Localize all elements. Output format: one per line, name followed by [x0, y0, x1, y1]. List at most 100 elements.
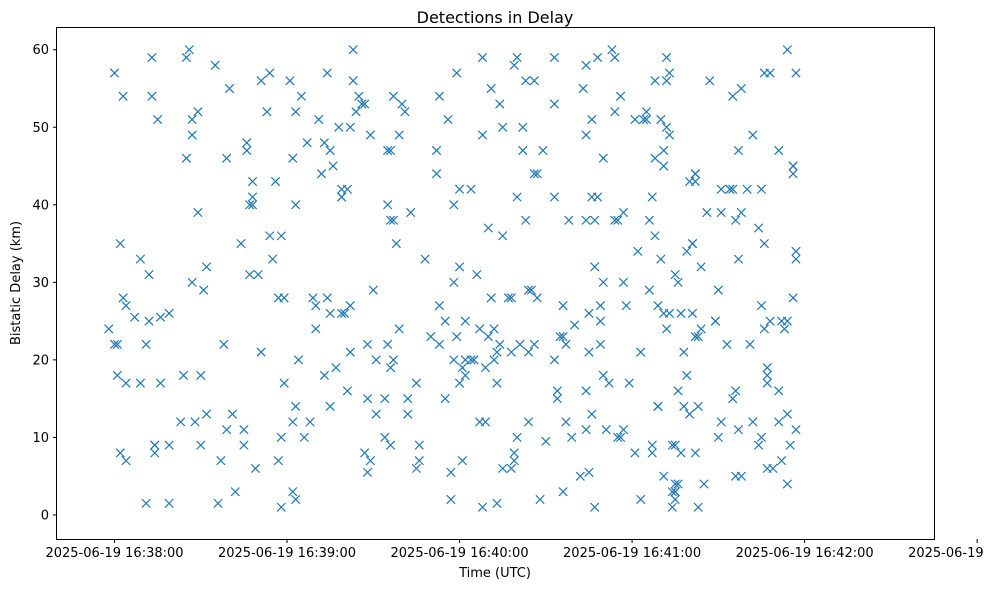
data-point [411, 378, 422, 388]
data-point [388, 91, 399, 101]
data-point [288, 487, 298, 497]
data-point [337, 308, 347, 318]
data-point [595, 300, 606, 311]
data-point [569, 320, 580, 330]
data-point [288, 153, 298, 163]
data-point [176, 417, 186, 427]
data-point [788, 293, 798, 303]
data-point [299, 432, 309, 443]
data-point [483, 331, 493, 342]
data-point [587, 114, 597, 125]
data-point [339, 308, 350, 318]
data-point [676, 308, 686, 318]
data-point [673, 277, 683, 287]
data-point [670, 269, 680, 280]
data-point [753, 223, 764, 233]
data-point [322, 293, 332, 303]
data-point [581, 425, 591, 435]
data-point [147, 52, 157, 63]
data-point [555, 331, 565, 342]
data-point [641, 107, 652, 117]
data-point [748, 130, 758, 140]
data-point [509, 456, 519, 466]
data-point [529, 169, 539, 179]
data-point [449, 200, 459, 210]
data-point [618, 425, 629, 435]
data-point [489, 355, 499, 365]
data-point [621, 300, 631, 311]
data-point [782, 45, 792, 55]
data-point [776, 456, 787, 466]
data-point [618, 277, 629, 287]
data-point [135, 378, 146, 388]
data-point [679, 347, 689, 357]
data-point [362, 394, 373, 404]
data-point [679, 401, 689, 412]
data-point [664, 130, 675, 140]
data-point [613, 432, 623, 443]
data-point [164, 498, 174, 508]
data-point [247, 192, 258, 202]
y-axis: 0 10 20 30 40 50 60 [32, 43, 57, 523]
data-point [247, 200, 258, 210]
data-point [661, 52, 672, 63]
data-point [492, 498, 502, 508]
data-point [121, 378, 131, 388]
data-point [788, 161, 798, 171]
data-point [371, 409, 381, 419]
data-point [656, 254, 666, 264]
data-point [385, 215, 396, 225]
x-tick-label: 2025-06-19 16:41:00 [563, 546, 701, 561]
x-tick-label: 2025-06-19 16:42:00 [736, 546, 874, 561]
data-point [515, 339, 525, 349]
x-tick-label: 2025-06-19 16:43:00 [908, 546, 986, 561]
data-point [118, 293, 128, 303]
data-point [414, 456, 424, 466]
data-point [667, 502, 677, 512]
data-point [653, 300, 663, 311]
data-point [385, 440, 396, 450]
data-point [360, 99, 370, 109]
data-point [150, 448, 160, 458]
data-point [615, 91, 626, 101]
data-point [380, 432, 390, 443]
data-point [549, 355, 560, 365]
data-point [610, 52, 620, 63]
data-point [644, 215, 654, 225]
data-point [385, 145, 396, 156]
data-point [670, 479, 680, 489]
data-point [431, 145, 442, 156]
data-point [667, 487, 677, 497]
data-point [256, 76, 266, 86]
data-point [270, 176, 281, 187]
data-point [762, 370, 772, 381]
data-point [121, 456, 131, 466]
data-point [722, 339, 732, 349]
data-point [728, 184, 738, 194]
data-point [276, 502, 286, 512]
data-point [178, 370, 189, 381]
data-point [469, 355, 479, 365]
data-point [305, 417, 315, 427]
data-point [636, 347, 646, 357]
data-point [705, 76, 715, 86]
data-point [268, 254, 278, 264]
data-point [385, 363, 396, 373]
data-point [713, 432, 723, 443]
data-point [791, 425, 801, 435]
data-point [506, 463, 516, 474]
data-point [227, 409, 238, 419]
data-point [716, 207, 726, 218]
y-axis-label: Bistatic Delay (km) [9, 221, 24, 345]
data-point [452, 331, 462, 342]
data-point [420, 254, 430, 264]
data-point [690, 176, 700, 187]
data-point [391, 238, 401, 249]
data-point [733, 145, 744, 156]
data-point [426, 331, 436, 342]
data-point [578, 83, 588, 94]
data-point [523, 347, 534, 357]
data-point [190, 417, 200, 427]
data-point [509, 448, 519, 458]
